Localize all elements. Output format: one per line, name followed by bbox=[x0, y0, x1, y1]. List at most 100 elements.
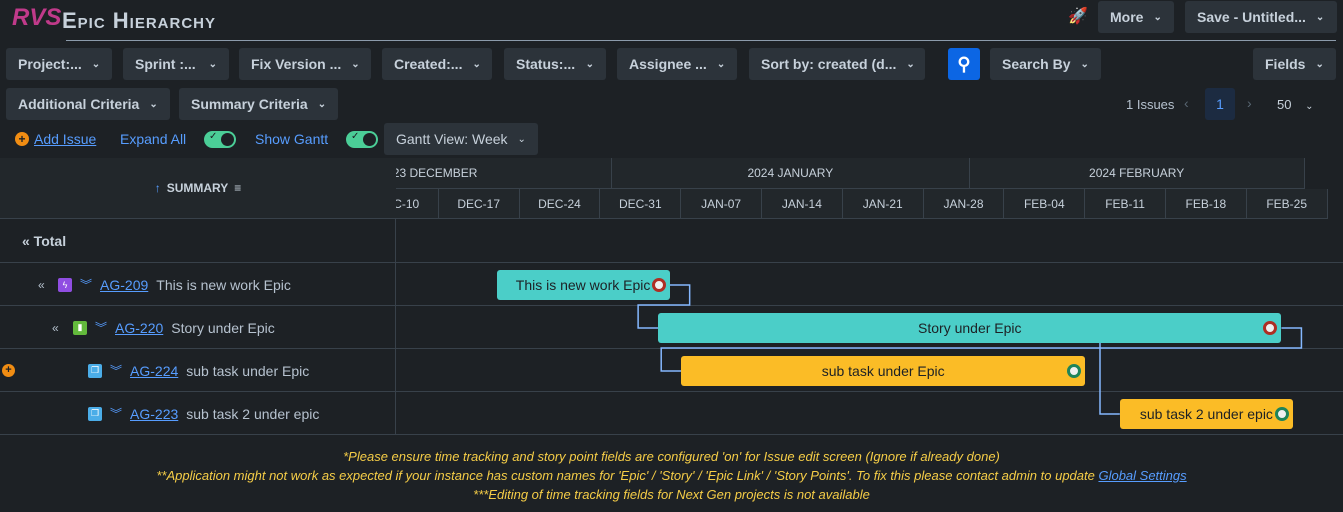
summary-column-header[interactable]: ↑ SUMMARY ≡ bbox=[0, 158, 396, 219]
search-by-dropdown[interactable]: Search By ⌄ bbox=[990, 48, 1101, 80]
more-button[interactable]: More ⌄ bbox=[1098, 1, 1174, 33]
chevron-down-icon: ⌄ bbox=[906, 58, 915, 70]
chevron-down-icon: ⌄ bbox=[1080, 58, 1089, 70]
gantt-bar[interactable]: sub task 2 under epic bbox=[1119, 399, 1293, 429]
filter-dropdown-0[interactable]: Project:... ⌄ bbox=[6, 48, 112, 80]
filter-dropdown-1[interactable]: Sprint :... ⌄ bbox=[123, 48, 229, 80]
gantt-bar[interactable]: sub task under Epic bbox=[681, 356, 1086, 386]
priority-lowest-icon: ︾ bbox=[80, 278, 93, 292]
issue-key-link[interactable]: AG-224 bbox=[130, 362, 179, 379]
issue-key-link[interactable]: AG-209 bbox=[100, 276, 149, 293]
gantt-view-dropdown[interactable]: Gantt View: Week ⌄ bbox=[384, 123, 538, 155]
note-next-gen: ***Editing of time tracking fields for N… bbox=[473, 487, 870, 502]
show-gantt-toggle[interactable] bbox=[346, 131, 378, 148]
chevron-down-icon: ⌄ bbox=[585, 58, 594, 70]
expand-all-toggle[interactable] bbox=[204, 131, 236, 148]
total-row: « Total bbox=[0, 219, 1343, 263]
filter-dropdown-4[interactable]: Status:... ⌄ bbox=[504, 48, 606, 80]
week-header: JAN-21 bbox=[842, 189, 924, 219]
search-by-label: Search By bbox=[1002, 56, 1071, 72]
filter-dropdown-5[interactable]: Assignee ... ⌄ bbox=[617, 48, 737, 80]
fields-dropdown[interactable]: Fields ⌄ bbox=[1253, 48, 1336, 80]
note-custom-names: **Application might not work as expected… bbox=[0, 468, 1343, 483]
table-row: « ▮ ︾ AG-220 Story under Epic bbox=[0, 306, 1343, 349]
issue-key-link[interactable]: AG-223 bbox=[130, 405, 179, 422]
summary-criteria-label: Summary Criteria bbox=[191, 96, 308, 112]
add-child-icon[interactable]: + bbox=[2, 364, 15, 377]
save-label: Save - Untitled... bbox=[1197, 9, 1306, 25]
filter-label: Assignee ... bbox=[629, 56, 707, 72]
next-page-icon[interactable]: › bbox=[1247, 95, 1252, 111]
month-header: 2024 FEBRUARY bbox=[969, 158, 1305, 189]
issue-summary: Story under Epic bbox=[171, 319, 275, 336]
week-header: FEB-25 bbox=[1246, 189, 1328, 219]
filter-dropdown-6[interactable]: Sort by: created (d... ⌄ bbox=[749, 48, 925, 80]
gantt-bar[interactable]: Story under Epic bbox=[658, 313, 1282, 343]
issue-key-link[interactable]: AG-220 bbox=[115, 319, 164, 336]
gantt-bar-label: sub task 2 under epic bbox=[1139, 406, 1273, 422]
divider bbox=[66, 40, 1336, 41]
dependency-line bbox=[637, 284, 1303, 415]
filter-icon[interactable]: ≡ bbox=[234, 181, 242, 195]
status-circle-icon bbox=[1067, 364, 1082, 378]
gantt-bar-label: sub task under Epic bbox=[821, 363, 945, 379]
filter-label: Fix Version ... bbox=[251, 56, 342, 72]
page-1-button[interactable]: 1 bbox=[1205, 88, 1235, 120]
table-row: + ❐ ︾ AG-224 sub task under Epic bbox=[0, 349, 1343, 392]
epic-icon: ϟ bbox=[58, 277, 72, 292]
page-size-select[interactable]: 50 ⌄ bbox=[1277, 97, 1313, 112]
chevron-down-icon: ⌄ bbox=[208, 58, 217, 70]
status-circle-icon bbox=[651, 278, 666, 292]
week-header: JAN-14 bbox=[762, 189, 843, 219]
filter-dropdown-2[interactable]: Fix Version ... ⌄ bbox=[239, 48, 371, 80]
collapse-icon[interactable]: « bbox=[38, 277, 45, 292]
month-header: 2024 JANUARY bbox=[611, 158, 970, 189]
additional-criteria-dropdown[interactable]: Additional Criteria ⌄ bbox=[6, 88, 170, 120]
summary-header-label: SUMMARY bbox=[166, 181, 229, 195]
priority-lowest-icon: ︾ bbox=[95, 321, 108, 335]
search-button[interactable]: ⚲ bbox=[948, 48, 980, 80]
issue-summary: sub task 2 under epic bbox=[186, 405, 320, 422]
week-header: DEC-17 bbox=[438, 189, 520, 219]
note-custom-names-text: **Application might not work as expected… bbox=[156, 468, 1099, 483]
filter-label: Sprint :... bbox=[135, 56, 196, 72]
fields-label: Fields bbox=[1265, 56, 1306, 72]
summary-criteria-dropdown[interactable]: Summary Criteria ⌄ bbox=[179, 88, 339, 120]
additional-criteria-label: Additional Criteria bbox=[18, 96, 140, 112]
prev-page-icon[interactable]: ‹ bbox=[1184, 95, 1189, 111]
page-title: Epic Hierarchy bbox=[62, 8, 217, 33]
gantt-view-label: Gantt View: Week bbox=[396, 131, 508, 147]
global-settings-link[interactable]: Global Settings bbox=[1098, 468, 1187, 483]
status-circle-icon bbox=[1263, 321, 1278, 335]
save-button[interactable]: Save - Untitled... ⌄ bbox=[1185, 1, 1337, 33]
week-header: FEB-11 bbox=[1085, 189, 1166, 219]
issue-summary: This is new work Epic bbox=[156, 276, 291, 293]
gantt-bar-label: Story under Epic bbox=[918, 320, 1022, 336]
filter-label: Project:... bbox=[18, 56, 82, 72]
chevron-down-icon: ⌄ bbox=[91, 58, 101, 70]
week-header: DEC-24 bbox=[519, 189, 601, 219]
chevron-down-icon: ⌄ bbox=[1315, 11, 1325, 23]
add-icon[interactable]: + bbox=[15, 132, 29, 146]
week-header: JAN-28 bbox=[923, 189, 1005, 219]
chevron-down-icon: ⌄ bbox=[317, 98, 327, 110]
filter-dropdown-3[interactable]: Created:... ⌄ bbox=[382, 48, 492, 80]
issue-summary: sub task under Epic bbox=[186, 362, 310, 379]
week-header: DEC-31 bbox=[600, 189, 682, 219]
chevron-down-icon: ⌄ bbox=[149, 98, 158, 110]
chevron-down-icon: ⌄ bbox=[472, 58, 481, 70]
rocket-icon[interactable]: 🚀 bbox=[1068, 8, 1088, 25]
subtask-icon: ❐ bbox=[88, 363, 102, 378]
table-row: ❐ ︾ AG-223 sub task 2 under epic bbox=[0, 392, 1343, 435]
story-icon: ▮ bbox=[73, 320, 87, 335]
total-label[interactable]: « Total bbox=[22, 233, 67, 249]
add-issue-link[interactable]: Add Issue bbox=[34, 131, 97, 147]
gantt-bar[interactable]: This is new work Epic bbox=[496, 270, 670, 300]
sort-up-icon: ↑ bbox=[154, 181, 161, 195]
note-time-tracking: *Please ensure time tracking and story p… bbox=[343, 449, 1000, 464]
priority-lowest-icon: ︾ bbox=[110, 407, 123, 421]
collapse-icon[interactable]: « bbox=[52, 320, 59, 335]
issue-count: 1 Issues bbox=[1126, 97, 1175, 112]
